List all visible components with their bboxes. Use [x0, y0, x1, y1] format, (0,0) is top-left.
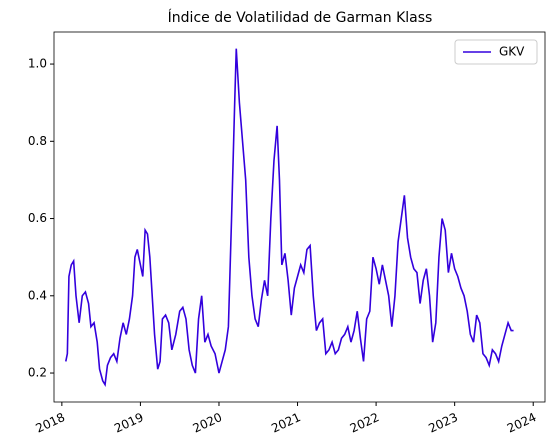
line-series: [64, 48, 514, 388]
y-tick-label: 0.8: [28, 134, 47, 148]
x-tick-label: 2018: [34, 410, 68, 436]
y-tick-label: 0.6: [28, 211, 47, 225]
x-tick-label: 2022: [348, 410, 382, 436]
x-tick-label: 2020: [191, 410, 225, 436]
legend-box: [454, 39, 538, 65]
x-tick-label: 2024: [505, 410, 539, 436]
chart-title: Índice de Volatilidad de Garman Klass: [168, 9, 433, 26]
legend-label: GKV: [499, 45, 525, 59]
y-tick-label: 1.0: [28, 57, 47, 71]
axes-frame: [53, 31, 546, 403]
y-tick-label: 0.2: [28, 366, 47, 380]
x-tick-label: 2023: [426, 410, 460, 436]
y-tick-label: 0.4: [28, 288, 47, 302]
x-tick-label: 2019: [112, 410, 146, 436]
x-tick-label: 2021: [269, 410, 303, 436]
